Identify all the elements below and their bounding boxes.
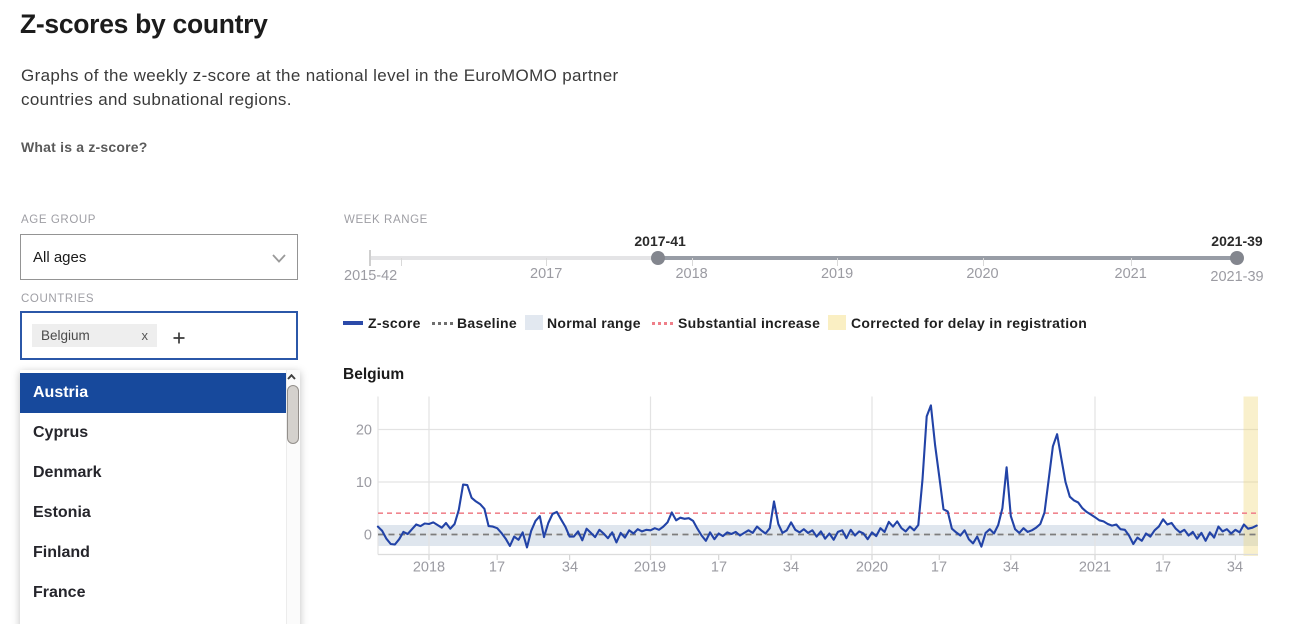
svg-text:2020: 2020 [856,560,888,576]
svg-text:17: 17 [931,560,947,576]
svg-text:2021: 2021 [1079,560,1111,576]
svg-text:17: 17 [711,560,727,576]
svg-text:34: 34 [783,560,799,576]
svg-text:17: 17 [1155,560,1171,576]
svg-text:34: 34 [1003,560,1019,576]
svg-text:34: 34 [1227,560,1243,576]
svg-text:17: 17 [489,560,505,576]
svg-text:0: 0 [364,528,372,544]
svg-text:34: 34 [562,560,578,576]
svg-text:2018: 2018 [413,560,445,576]
svg-text:20: 20 [356,423,372,439]
svg-text:2019: 2019 [634,560,666,576]
svg-text:10: 10 [356,475,372,491]
